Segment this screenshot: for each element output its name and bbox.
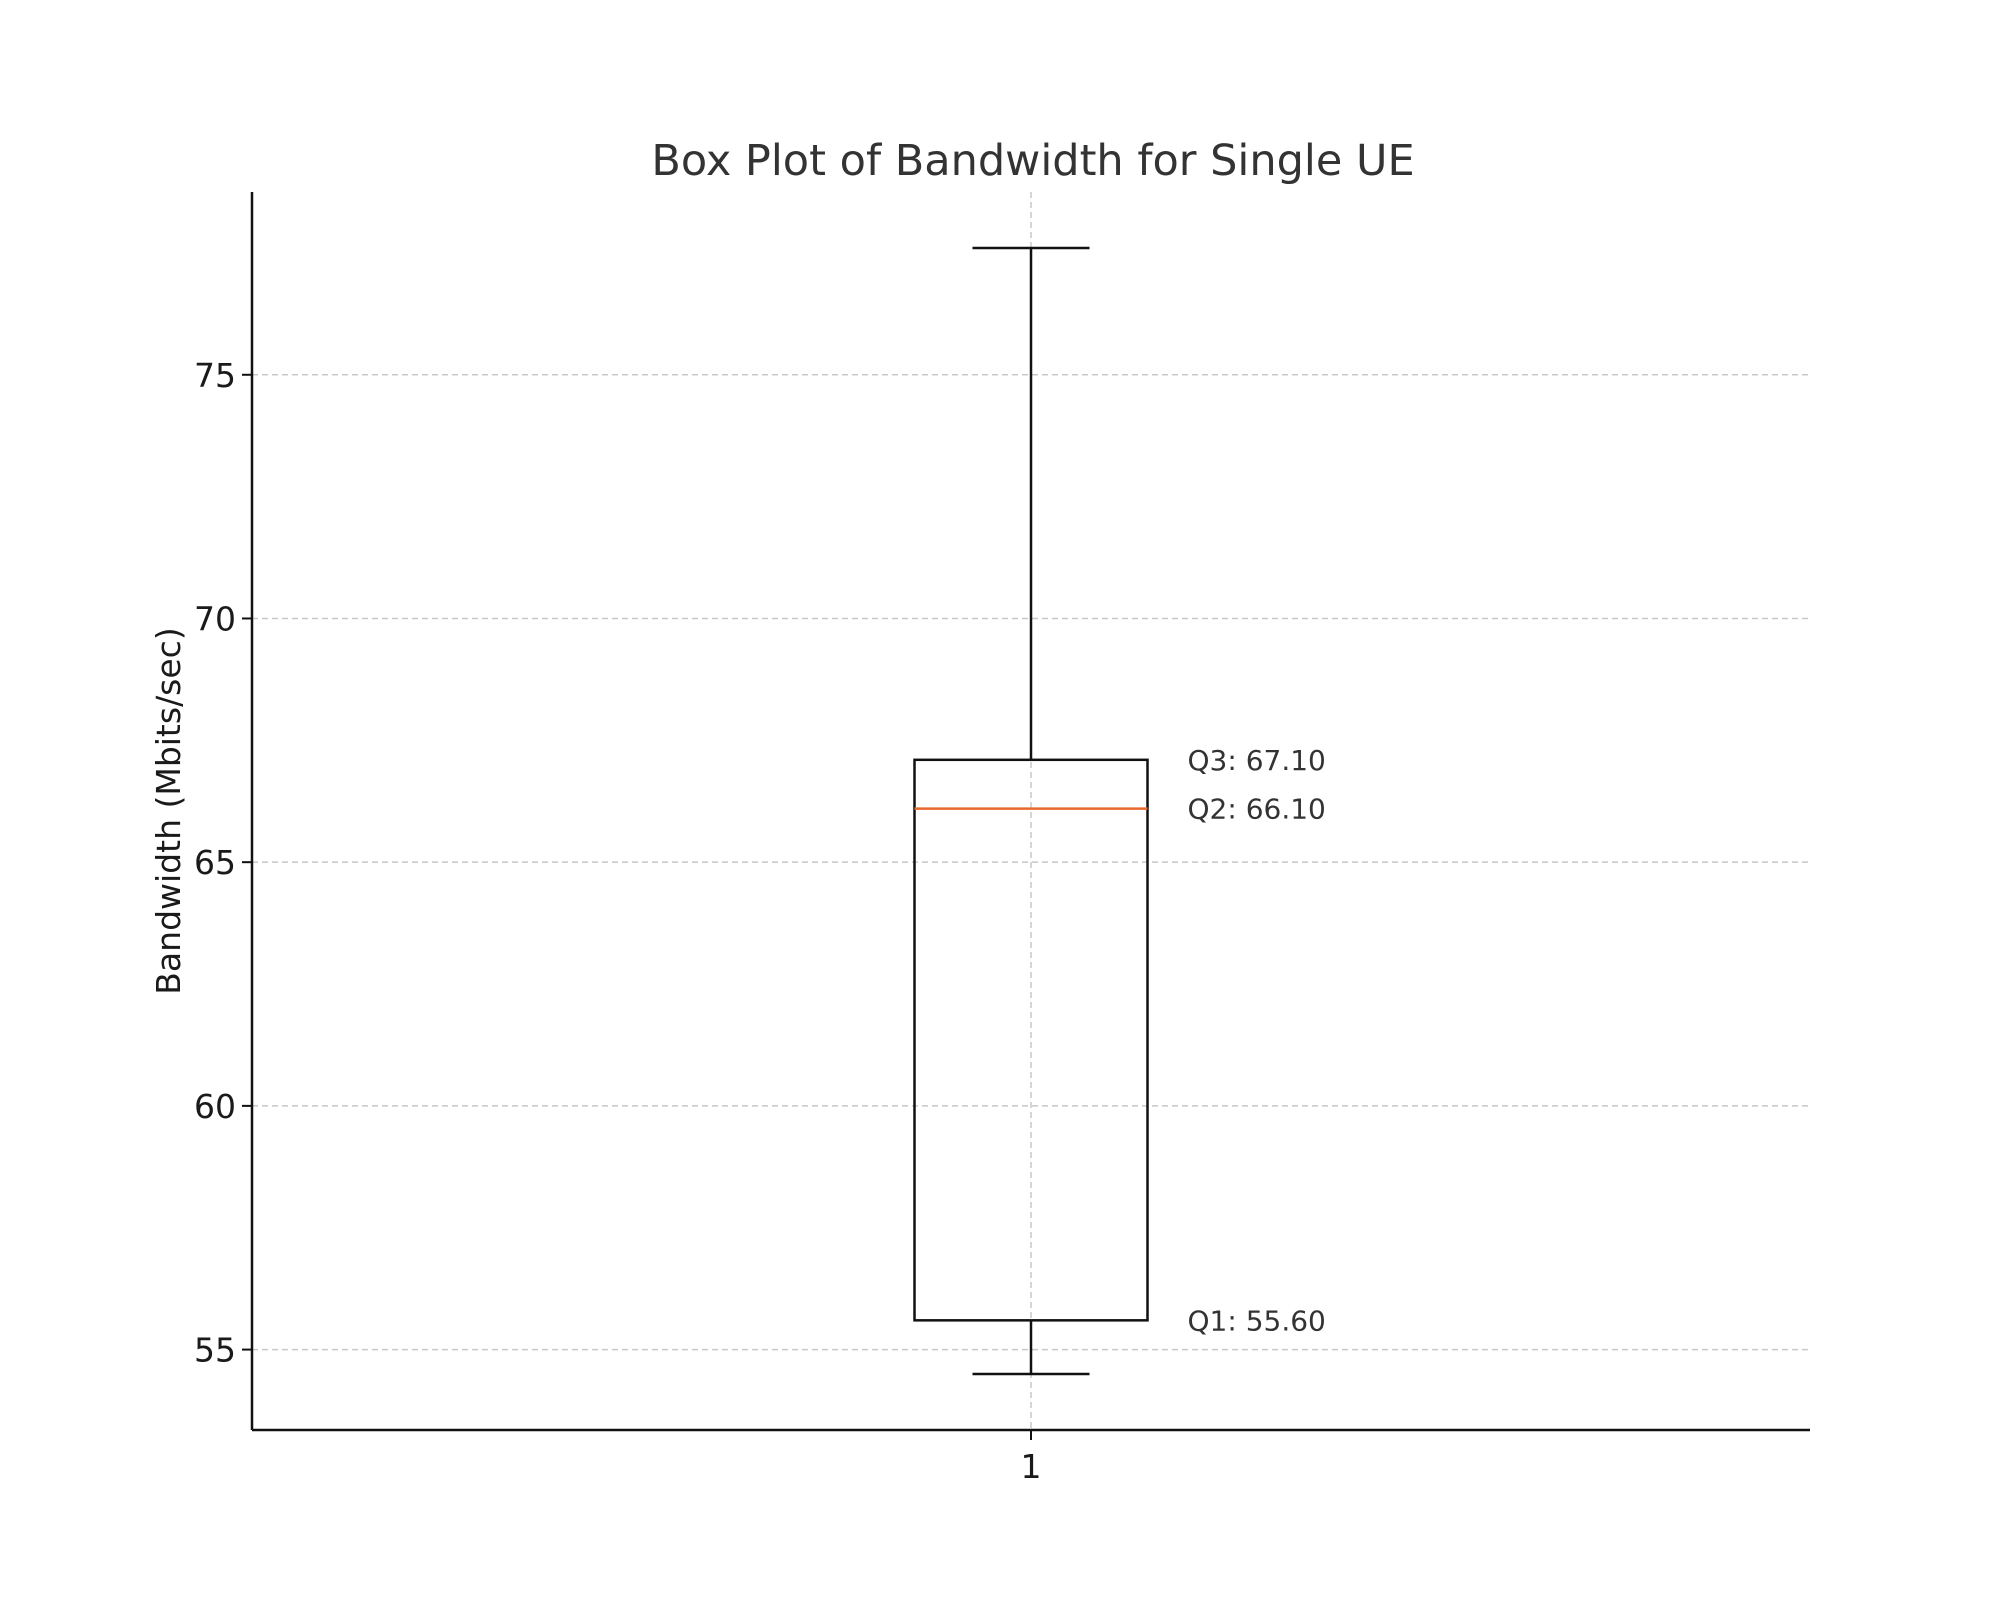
y-tick-label: 60	[194, 1087, 236, 1126]
y-ticks: 55 60 65 70 75	[194, 356, 252, 1370]
y-axis-label: Bandwidth (Mbits/sec)	[149, 627, 188, 994]
y-tick-label: 75	[194, 356, 236, 395]
quartile-annotations: Q3: 67.10 Q2: 66.10 Q1: 55.60	[1188, 744, 1326, 1338]
quartile-annotation: Q3: 67.10	[1188, 744, 1326, 777]
chart-title: Box Plot of Bandwidth for Single UE	[651, 136, 1414, 186]
x-ticks: 1	[1021, 1430, 1042, 1486]
quartile-annotation: Q2: 66.10	[1188, 793, 1326, 826]
y-tick-label: 55	[194, 1331, 236, 1370]
quartile-annotation: Q1: 55.60	[1188, 1304, 1326, 1337]
y-tick-label: 70	[194, 599, 236, 638]
x-tick-label: 1	[1021, 1447, 1042, 1486]
y-tick-label: 65	[194, 843, 236, 882]
